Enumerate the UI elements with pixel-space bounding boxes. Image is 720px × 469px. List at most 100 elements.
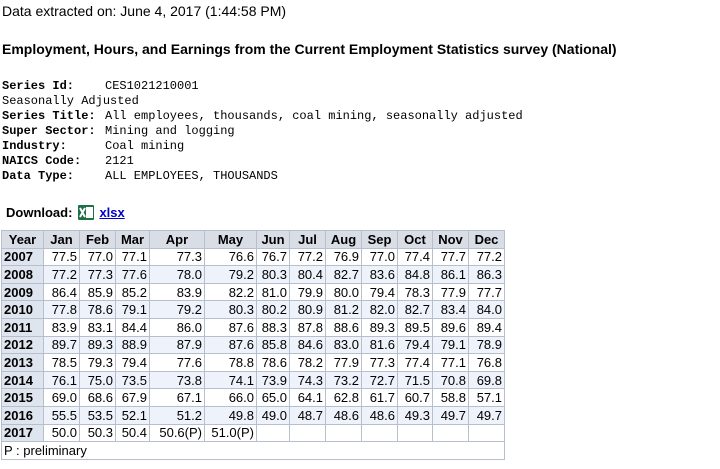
- column-header: Year: [1, 230, 44, 249]
- series-row: NAICS Code: 2121: [2, 154, 523, 169]
- value-cell: 77.2: [468, 247, 505, 267]
- value-cell: 88.6: [325, 317, 362, 337]
- value-cell: 77.6: [149, 353, 205, 372]
- table-row: 2014 76.1 75.0 73.5 73.8 74.1 73.9 74.3 73.2 72.7…: [1, 370, 505, 390]
- value-cell: 51.2: [149, 405, 205, 425]
- series-row: Series Title: All employees, thousands, c…: [2, 109, 523, 124]
- value-cell: 80.0: [325, 282, 362, 302]
- value-cell: 77.3: [79, 265, 116, 284]
- value-cell: 89.7: [43, 335, 80, 355]
- value-cell: 58.8: [432, 388, 469, 407]
- value-cell: 89.4: [468, 317, 505, 337]
- value-cell: 75.0: [79, 370, 116, 390]
- value-cell: 49.0: [256, 405, 290, 425]
- year-cell: 2010: [1, 300, 44, 319]
- value-cell: 49.3: [397, 405, 433, 425]
- value-cell: 77.8: [43, 300, 80, 319]
- value-cell: 53.5: [79, 405, 116, 425]
- value-cell: 85.2: [115, 282, 150, 302]
- value-cell: 79.2: [149, 300, 205, 319]
- value-cell: 77.1: [115, 247, 150, 267]
- value-cell: 87.6: [204, 335, 257, 355]
- value-cell: 74.3: [289, 370, 326, 390]
- value-cell: 76.7: [256, 247, 290, 267]
- field-value: Coal mining: [105, 139, 185, 153]
- value-cell: 86.3: [468, 265, 505, 284]
- value-cell: 72.7: [361, 370, 398, 390]
- value-cell: 73.2: [325, 370, 362, 390]
- series-row: Series Id: CES1021210001: [2, 79, 523, 94]
- series-row: Seasonally Adjusted: [2, 94, 523, 109]
- field-value: Mining and logging: [105, 124, 235, 138]
- value-cell: 89.3: [361, 317, 398, 337]
- value-cell: 78.5: [43, 353, 80, 372]
- year-cell: 2015: [1, 388, 44, 407]
- value-cell: [397, 423, 433, 443]
- field-value: 2121: [105, 154, 134, 168]
- value-cell: 66.0: [204, 388, 257, 407]
- value-cell: 77.6: [115, 265, 150, 284]
- column-header: Feb: [79, 230, 116, 249]
- value-cell: 81.0: [256, 282, 290, 302]
- value-cell: 82.7: [397, 300, 433, 319]
- extract-date: Data extracted on: June 4, 2017 (1:44:58…: [2, 3, 287, 19]
- value-cell: 69.8: [468, 370, 505, 390]
- series-info: Series Id: CES1021210001 Seasonally Adjus…: [2, 79, 523, 184]
- footnote-row: P : preliminary: [1, 441, 505, 460]
- value-cell: 77.1: [432, 353, 469, 372]
- value-cell: 84.8: [397, 265, 433, 284]
- value-cell: 78.6: [256, 353, 290, 372]
- field-label: Series Id:: [2, 79, 75, 93]
- table-row: 2011 83.9 83.1 84.4 86.0 87.6 88.3 87.8 88.6 89.3…: [1, 317, 505, 337]
- value-cell: 77.2: [289, 247, 326, 267]
- value-cell: [361, 423, 398, 443]
- value-cell: 76.1: [43, 370, 80, 390]
- column-header: Jan: [43, 230, 80, 249]
- value-cell: 55.5: [43, 405, 80, 425]
- value-cell: 78.8: [204, 353, 257, 372]
- value-cell: [289, 423, 326, 443]
- year-cell: 2012: [1, 335, 44, 355]
- adjustment: Seasonally Adjusted: [2, 94, 139, 108]
- value-cell: 77.0: [361, 247, 398, 267]
- value-cell: 69.0: [43, 388, 80, 407]
- value-cell: 77.0: [79, 247, 116, 267]
- xlsx-link[interactable]: xlsx: [99, 205, 125, 220]
- value-cell: 78.3: [397, 282, 433, 302]
- value-cell: 78.0: [149, 265, 205, 284]
- year-cell: 2007: [1, 247, 44, 267]
- value-cell: 81.6: [361, 335, 398, 355]
- data-table: Year Jan Feb Mar Apr May Jun Jul Aug Sep Oct Nov Dec…: [1, 230, 505, 460]
- field-value: CES1021210001: [105, 79, 199, 93]
- column-header: Jul: [289, 230, 326, 249]
- value-cell: 77.9: [432, 282, 469, 302]
- value-cell: 86.1: [432, 265, 469, 284]
- value-cell: 48.6: [361, 405, 398, 425]
- value-cell: 78.2: [289, 353, 326, 372]
- value-cell: 86.0: [149, 317, 205, 337]
- value-cell: 80.3: [256, 265, 290, 284]
- column-header: Dec: [468, 230, 505, 249]
- year-cell: 2016: [1, 405, 44, 425]
- table-row: 2010 77.8 78.6 79.1 79.2 80.3 80.2 80.9 81.2 82.0…: [1, 300, 505, 319]
- year-cell: 2017: [1, 423, 44, 443]
- value-cell: 50.3: [79, 423, 116, 443]
- value-cell: 83.1: [79, 317, 116, 337]
- value-cell: 79.1: [432, 335, 469, 355]
- value-cell: 84.0: [468, 300, 505, 319]
- field-label: NAICS Code:: [2, 154, 82, 168]
- value-cell: 80.2: [256, 300, 290, 319]
- year-cell: 2008: [1, 265, 44, 284]
- value-cell: 77.4: [397, 247, 433, 267]
- value-cell: 79.9: [289, 282, 326, 302]
- value-cell: 83.9: [43, 317, 80, 337]
- value-cell: 79.1: [115, 300, 150, 319]
- value-cell: [432, 423, 469, 443]
- value-cell: 84.6: [289, 335, 326, 355]
- value-cell: 88.9: [115, 335, 150, 355]
- table-row: 2008 77.2 77.3 77.6 78.0 79.2 80.3 80.4 82.7 83.6…: [1, 265, 505, 284]
- value-cell: 77.3: [149, 247, 205, 267]
- field-label: Series Title:: [2, 109, 96, 123]
- value-cell: 48.7: [289, 405, 326, 425]
